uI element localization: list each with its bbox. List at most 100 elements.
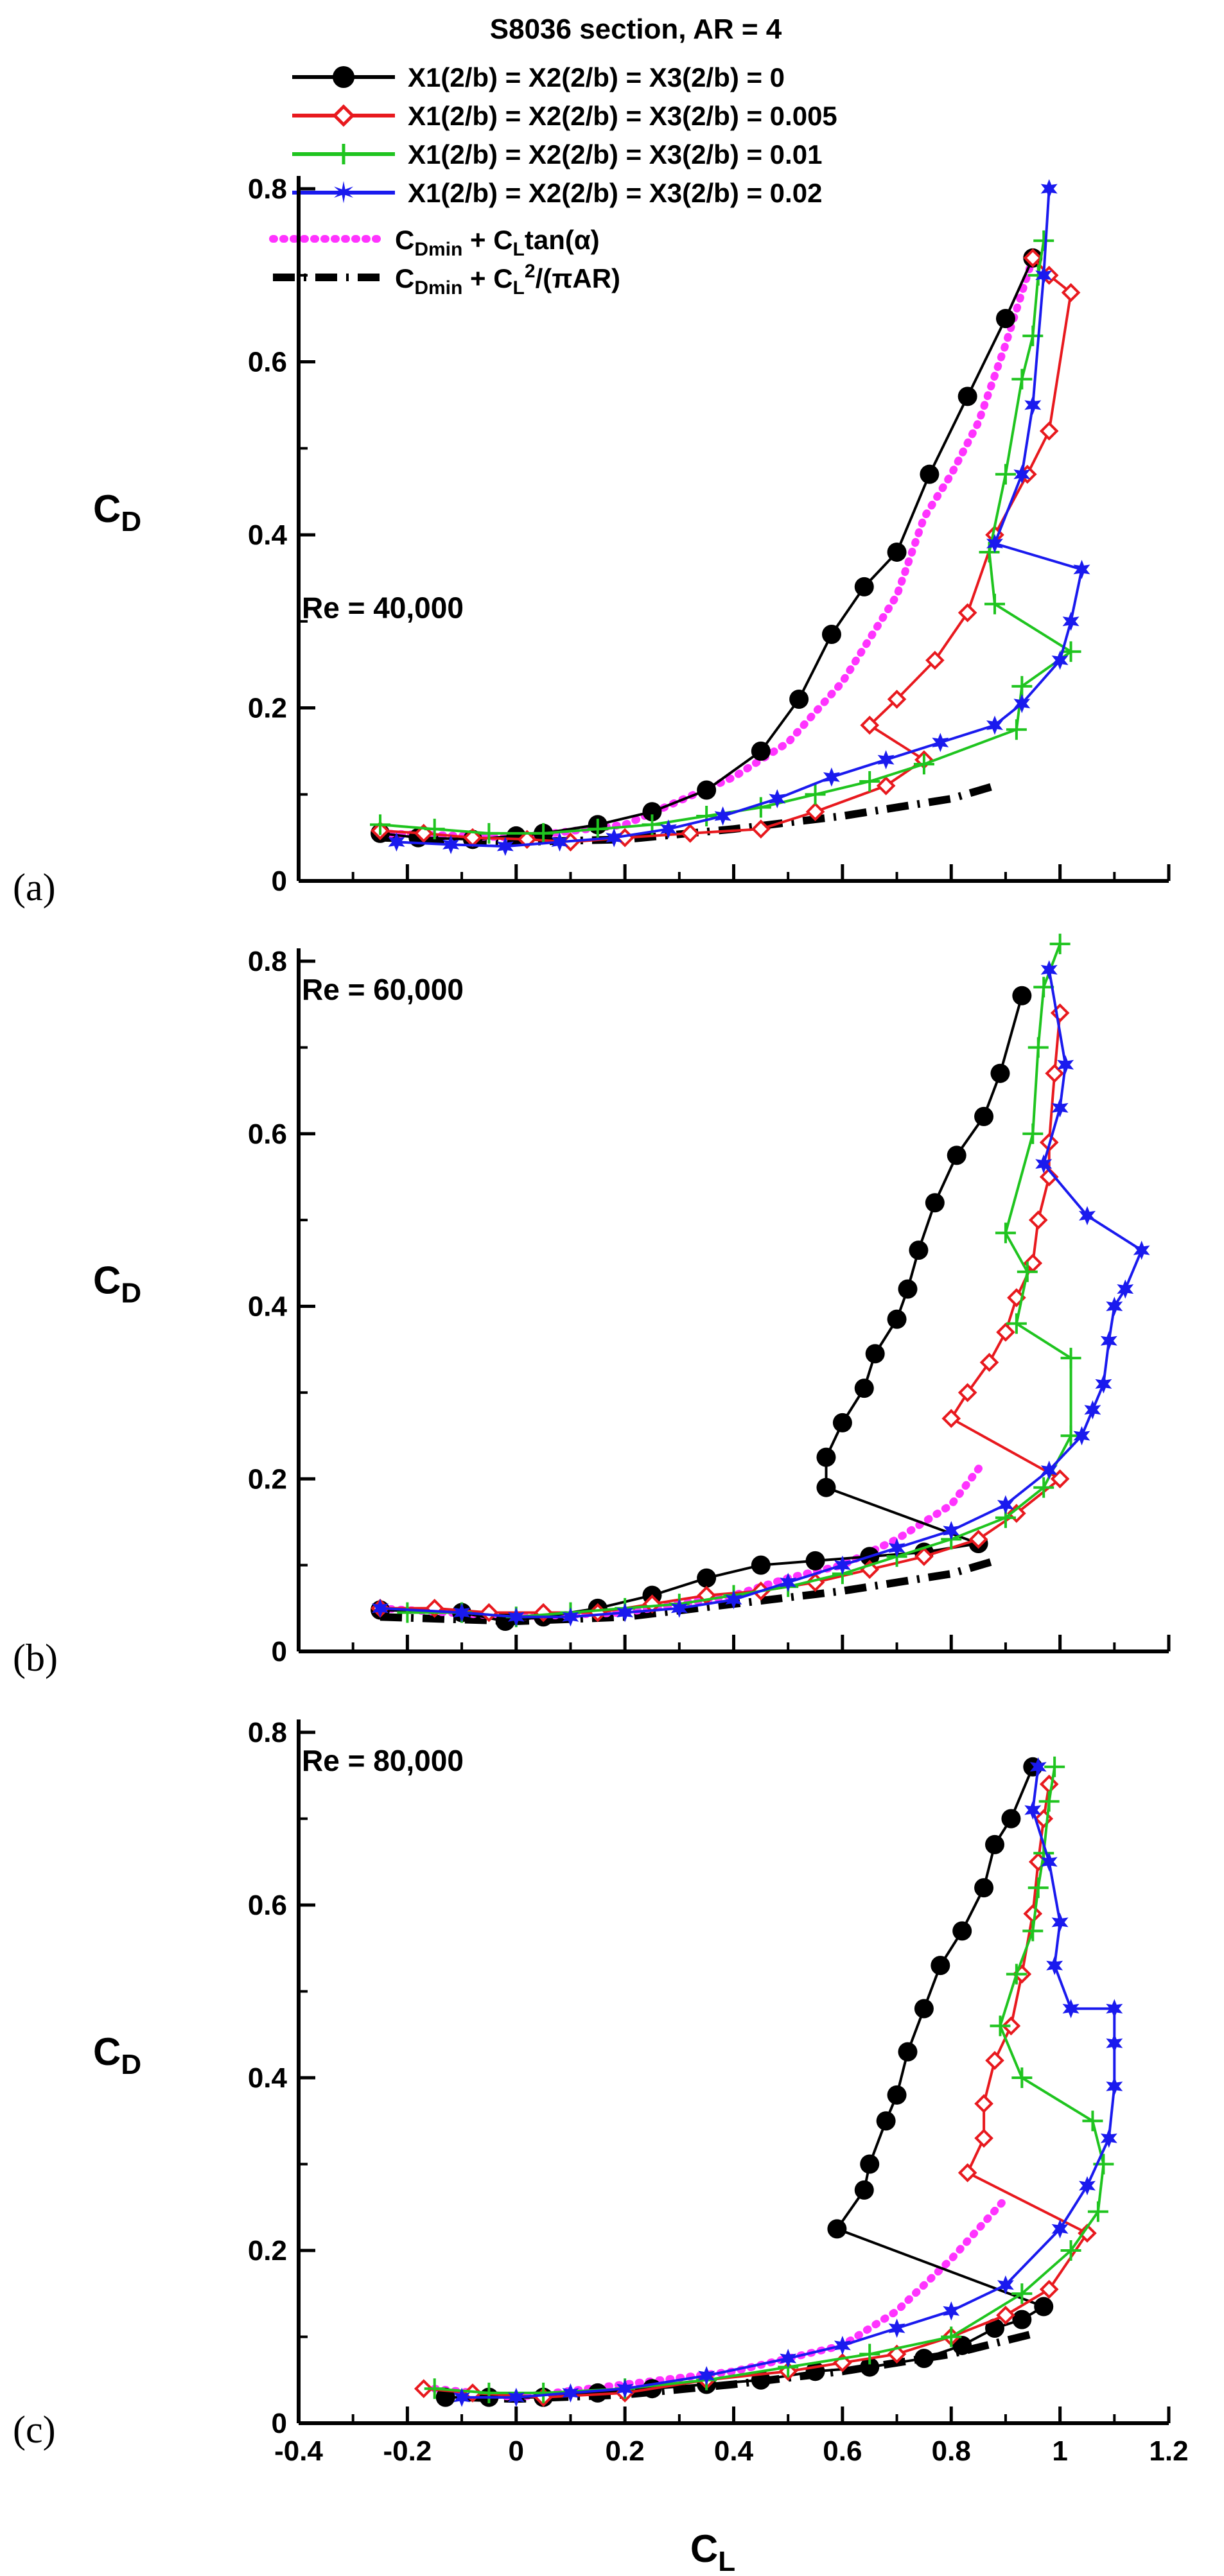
series-line-s2 (380, 240, 1074, 835)
data-point-s0 (957, 387, 977, 406)
data-point-s3 (769, 789, 786, 808)
data-point-s3 (1051, 650, 1069, 670)
data-point-s2 (1049, 934, 1071, 955)
data-point-s0 (805, 1551, 825, 1571)
data-point-s0 (1012, 2310, 1032, 2329)
panel-1: 0 0.2 0.4 0.6 0.8 CD (a) Re = 40,000 (13, 173, 1171, 909)
data-point-s2 (1027, 1877, 1049, 1899)
y-tick-label: 0.4 (248, 2062, 288, 2094)
series-line-s1 (380, 257, 1072, 844)
data-point-s2 (478, 822, 500, 844)
data-point-s1 (974, 2094, 993, 2114)
data-point-s1 (805, 802, 825, 822)
cdmin-tan-curve (376, 1458, 988, 1621)
data-point-s0 (914, 1999, 934, 2019)
legend-marker-s1 (332, 104, 355, 127)
data-point-s2 (984, 593, 1005, 614)
data-point-s2 (1060, 2240, 1081, 2261)
data-point-s3 (1062, 611, 1080, 631)
data-point-s2 (1011, 2283, 1033, 2304)
data-point-s3 (442, 835, 460, 855)
data-point-s3 (1073, 1426, 1090, 1446)
data-point-s0 (931, 1956, 950, 1976)
data-point-s3 (780, 1572, 797, 1592)
data-point-s2 (533, 822, 554, 844)
data-point-s3 (388, 832, 405, 852)
data-point-s3 (823, 767, 840, 787)
data-point-s1 (968, 1529, 988, 1549)
data-point-s1 (1001, 2016, 1021, 2036)
data-point-s3 (1062, 1999, 1080, 2019)
data-point-s3 (1084, 1400, 1101, 1420)
panel-label: (a) (13, 866, 56, 909)
data-point-s3 (1133, 1240, 1150, 1260)
data-point-s0 (887, 542, 907, 562)
data-point-s3 (1024, 1800, 1042, 1820)
data-point-s3 (1035, 1154, 1053, 1174)
data-point-s2 (1033, 1477, 1054, 1498)
data-point-s3 (1040, 960, 1058, 980)
data-point-s0 (435, 2387, 455, 2407)
data-point-s1 (680, 824, 700, 843)
x-tick-label: 0 (509, 2435, 524, 2467)
data-point-s1 (1023, 248, 1043, 268)
data-point-s2 (1006, 719, 1027, 740)
data-point-s3 (986, 715, 1003, 735)
data-point-s1 (914, 1547, 934, 1567)
data-point-s3 (1117, 1279, 1134, 1299)
data-point-s3 (714, 806, 731, 826)
y-axis-label: CD (93, 2030, 141, 2080)
data-point-s3 (670, 1598, 688, 1618)
data-point-s0 (898, 2042, 918, 2062)
data-point-s3 (1106, 1296, 1123, 1316)
y-tick-label: 0.4 (248, 1291, 288, 1323)
data-point-s3 (1051, 1098, 1069, 1118)
data-point-s0 (1034, 2297, 1054, 2317)
y-tick-label: 0 (272, 1636, 287, 1667)
series-line-s3 (380, 970, 1144, 1619)
data-point-s1 (1078, 2224, 1097, 2243)
data-point-s3 (698, 2366, 715, 2385)
data-point-s2 (1082, 2110, 1103, 2132)
panel-label: (b) (13, 1637, 58, 1679)
data-point-s2 (397, 1602, 418, 1623)
data-point-s3 (551, 832, 568, 852)
data-point-s0 (588, 2383, 608, 2403)
data-point-s0 (952, 1921, 972, 1941)
data-point-s1 (1039, 421, 1059, 441)
data-point-s0 (898, 1279, 918, 1299)
data-point-s2 (1033, 977, 1054, 998)
x-tick-label: -0.4 (274, 2435, 323, 2467)
data-point-s2 (587, 819, 608, 840)
data-point-s1 (1039, 2279, 1059, 2299)
data-point-s1 (957, 1383, 977, 1402)
y-tick-label: 0.2 (248, 2235, 287, 2267)
y-tick-label: 0.6 (248, 1118, 287, 1150)
data-point-s3 (1029, 1757, 1047, 1777)
data-point-s1 (1039, 1774, 1059, 1794)
data-point-s0 (751, 1555, 771, 1575)
x-tick-label: 0.2 (606, 2435, 645, 2467)
data-point-s1 (1061, 283, 1081, 302)
series-s3 (388, 179, 1090, 857)
data-point-s1 (974, 2128, 993, 2148)
data-point-s3 (453, 2387, 471, 2407)
data-point-s2 (424, 819, 445, 840)
data-point-s2 (1044, 1756, 1065, 1777)
data-point-s0 (974, 1106, 994, 1126)
data-point-s2 (533, 2382, 554, 2403)
series-line-s3 (462, 1766, 1116, 2399)
data-point-s0 (985, 2319, 1004, 2338)
data-point-s2 (990, 2015, 1011, 2037)
data-point-s2 (1017, 1261, 1038, 1282)
data-point-s0 (854, 1379, 874, 1398)
data-point-s3 (834, 1555, 851, 1575)
data-point-s1 (979, 1353, 999, 1372)
data-point-s0 (789, 690, 809, 709)
series-line-s0 (445, 1766, 1047, 2399)
data-point-s3 (562, 1607, 579, 1627)
y-tick-label: 0.8 (248, 946, 287, 977)
data-point-s0 (854, 577, 874, 596)
y-tick-label: 0.2 (248, 693, 287, 724)
data-point-s3 (1057, 1055, 1074, 1075)
